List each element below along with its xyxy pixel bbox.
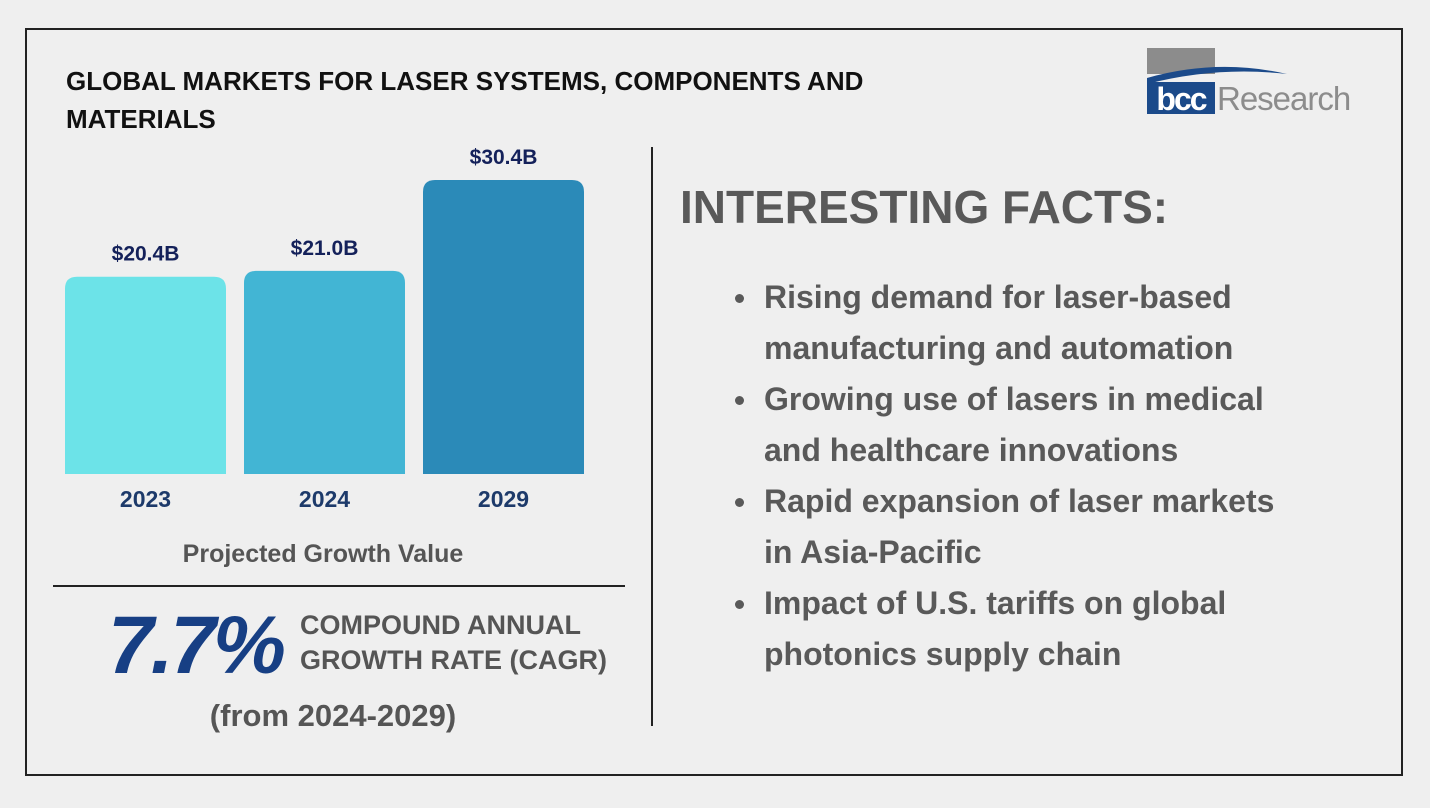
cagr-label-line2: GROWTH RATE (CAGR) <box>300 645 607 675</box>
cagr-label: COMPOUND ANNUAL GROWTH RATE (CAGR) <box>300 608 607 678</box>
infographic-frame <box>25 28 1403 776</box>
fact-item: Growing use of lasers in medical and heal… <box>730 374 1370 476</box>
facts-heading: INTERESTING FACTS: <box>680 181 1169 233</box>
facts-list: Rising demand for laser-based manufacturi… <box>730 272 1370 680</box>
data-label: $30.4B <box>470 146 538 169</box>
x-tick-label: 2024 <box>299 486 350 512</box>
fact-line: Rising demand for laser-based <box>764 279 1232 315</box>
bullet-icon <box>735 600 744 609</box>
cagr-range: (from 2024-2029) <box>209 698 457 733</box>
bar-chart: $20.4B 2023 $21.0B 2024 $30.4B 2029 <box>65 146 584 512</box>
fact-line: Impact of U.S. tariffs on global <box>764 585 1227 621</box>
page-title: GLOBAL MARKETS FOR LASER SYSTEMS, COMPON… <box>66 66 864 134</box>
cagr-label-line1: COMPOUND ANNUAL <box>300 610 581 640</box>
bullet-icon <box>735 498 744 507</box>
bar-2024 <box>244 270 405 474</box>
bar-2029 <box>423 180 584 475</box>
fact-line: and healthcare innovations <box>764 432 1179 468</box>
bar-2023 <box>65 276 226 474</box>
fact-item: Impact of U.S. tariffs on global photonic… <box>730 578 1370 680</box>
fact-line: photonics supply chain <box>764 636 1122 672</box>
fact-line: Rapid expansion of laser markets <box>764 483 1275 519</box>
fact-item: Rising demand for laser-based manufacturi… <box>730 272 1370 374</box>
chart-caption: Projected Growth Value <box>182 540 464 568</box>
logo-research-text: Research <box>1217 80 1350 116</box>
horizontal-divider <box>53 585 625 587</box>
bullet-icon <box>735 294 744 303</box>
bcc-research-logo: bcc Research <box>1147 48 1351 116</box>
fact-line: manufacturing and automation <box>764 330 1234 366</box>
fact-line: in Asia-Pacific <box>764 534 982 570</box>
x-tick-label: 2029 <box>478 486 529 512</box>
data-label: $20.4B <box>112 243 180 266</box>
fact-line: Growing use of lasers in medical <box>764 381 1264 417</box>
bullet-icon <box>735 396 744 405</box>
cagr-value: 7.7% <box>108 600 286 691</box>
x-tick-label: 2023 <box>120 486 171 512</box>
vertical-divider <box>651 147 653 726</box>
fact-item: Rapid expansion of laser markets in Asia-… <box>730 476 1370 578</box>
logo-bcc-text: bcc <box>1156 81 1206 116</box>
data-label: $21.0B <box>291 237 359 260</box>
